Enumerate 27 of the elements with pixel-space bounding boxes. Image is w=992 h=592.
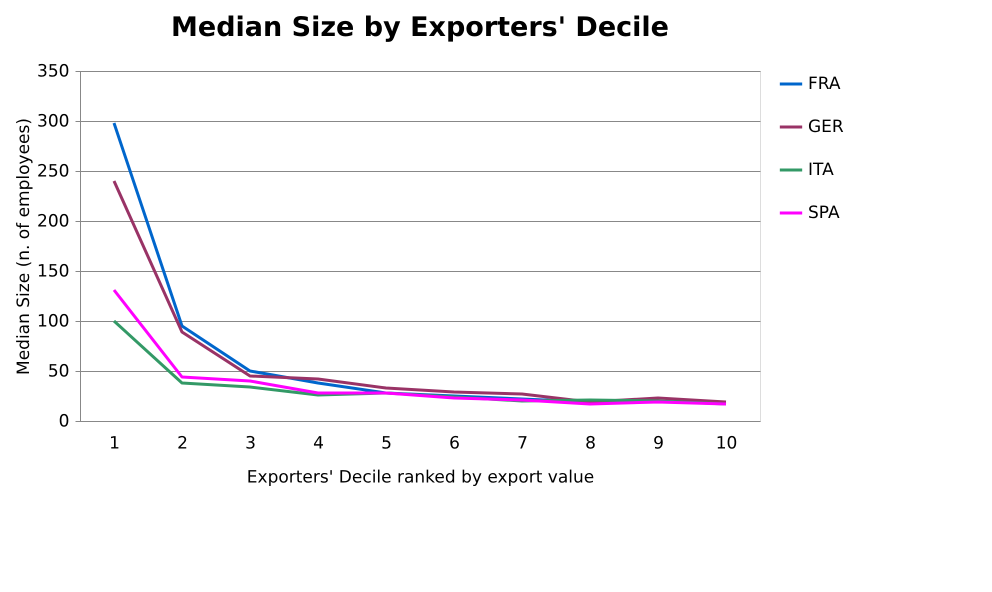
x-tick-label: 8 xyxy=(585,434,596,454)
chart-title: Median Size by Exporters' Decile xyxy=(171,12,669,43)
legend-label: GER xyxy=(808,117,844,137)
y-axis-title: Median Size (n. of employees) xyxy=(14,118,34,375)
y-tick-label: 250 xyxy=(37,162,70,182)
y-tick-label: 350 xyxy=(37,62,70,82)
line-series xyxy=(112,180,728,404)
legend-label: ITA xyxy=(808,160,834,180)
x-tick-label: 3 xyxy=(245,434,256,454)
x-axis-title: Exporters' Decile ranked by export value xyxy=(246,468,594,488)
x-tick-label: 2 xyxy=(177,434,188,454)
y-tick-label: 200 xyxy=(37,212,70,232)
y-tick-label: 100 xyxy=(37,312,70,332)
x-tick-label: 10 xyxy=(716,434,738,454)
y-tick-label: 50 xyxy=(48,362,70,382)
x-tick-label: 7 xyxy=(517,434,528,454)
x-tick-label: 4 xyxy=(313,434,324,454)
x-tick-label: 6 xyxy=(449,434,460,454)
y-tick-label: 300 xyxy=(37,112,70,132)
legend-label: FRA xyxy=(808,74,841,94)
x-tick-label: 5 xyxy=(381,434,392,454)
x-tick-label: 9 xyxy=(653,434,664,454)
legend-label: SPA xyxy=(808,203,840,223)
y-tick-label: 150 xyxy=(37,262,70,282)
y-tick-label: 0 xyxy=(58,412,70,432)
line-series xyxy=(112,288,728,406)
x-tick-label: 1 xyxy=(109,434,120,454)
